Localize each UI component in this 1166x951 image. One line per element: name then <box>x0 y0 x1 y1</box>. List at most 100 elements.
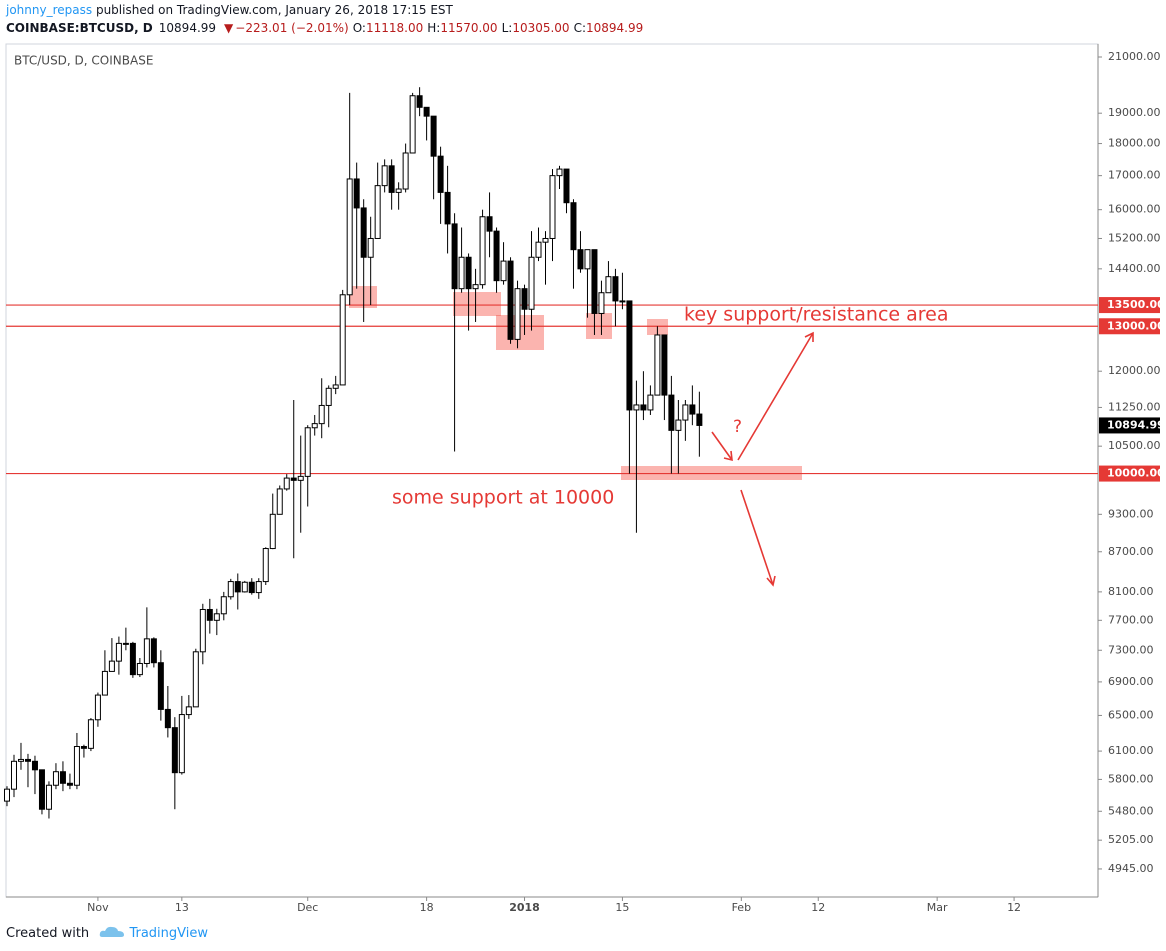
quote-part: C: <box>573 21 586 35</box>
candle-body <box>248 581 255 594</box>
candle-body <box>332 384 339 389</box>
candle-body <box>507 260 514 340</box>
logo <box>100 926 125 937</box>
candle-body <box>395 188 402 193</box>
quote-part: ▼ <box>224 21 234 35</box>
arrow-up <box>737 331 814 461</box>
candle-body <box>381 165 388 187</box>
y-tick-label: 14400.00 <box>1108 262 1161 275</box>
candle-body <box>689 404 696 415</box>
x-tick-label: 12 <box>811 901 825 914</box>
candle-body <box>101 670 108 696</box>
y-tick-label: 6500.00 <box>1108 708 1154 721</box>
price-label: 10000.00 <box>1107 467 1165 480</box>
quote-part: 10894.99 <box>158 21 217 35</box>
candle-body <box>122 642 129 645</box>
candle-body <box>157 662 164 710</box>
x-tick-label: 2018 <box>509 901 540 914</box>
last-price-label: 10894.99 <box>1107 418 1165 431</box>
x-tick-label: 12 <box>1007 901 1021 914</box>
candle-body <box>577 249 584 270</box>
price-label-box <box>1099 465 1160 482</box>
candle-body <box>220 596 227 615</box>
candle-body <box>465 256 472 290</box>
candle-body <box>10 760 17 790</box>
candle-body <box>87 719 94 749</box>
candle-body <box>661 334 668 396</box>
y-tick-label: 7700.00 <box>1108 613 1154 626</box>
arrow-down <box>740 489 776 587</box>
quote-part: 10305.00 <box>512 21 570 35</box>
candle-body <box>227 581 234 598</box>
quote-part: O: <box>352 21 366 35</box>
candle-body <box>206 608 213 621</box>
candle-body <box>185 706 192 716</box>
candle-body <box>108 660 115 672</box>
y-tick-label: 16000.00 <box>1108 203 1161 216</box>
candle-body <box>255 581 262 594</box>
annotation: some support at 10000 <box>392 487 614 509</box>
price-label-box <box>1099 318 1160 335</box>
price-label-box <box>1099 297 1160 314</box>
candle-body <box>416 95 423 108</box>
candle-body <box>563 168 570 204</box>
candle-body <box>192 651 199 708</box>
x-tick-label: 18 <box>420 901 434 914</box>
candle-body <box>479 216 486 286</box>
author[interactable]: johnny_repass <box>6 3 93 17</box>
quote-part: 11570.00 <box>440 21 498 35</box>
chart-title: BTC/USD, D, COINBASE <box>14 54 153 68</box>
candle-body <box>549 175 556 239</box>
candle-body <box>605 276 612 294</box>
quote-part: L: <box>501 21 513 35</box>
published: published on TradingView.com, January 26… <box>95 3 453 17</box>
y-tick-label: 17000.00 <box>1108 169 1161 182</box>
candle-body <box>486 216 493 232</box>
x-tick-label: 15 <box>615 901 629 914</box>
x-tick-label: Nov <box>87 901 109 914</box>
candle-body <box>325 387 332 406</box>
candle-body <box>402 152 409 190</box>
brand[interactable]: TradingView <box>129 926 208 941</box>
candle-body <box>542 237 549 243</box>
candle-body <box>290 477 297 481</box>
y-tick-label: 6900.00 <box>1108 675 1154 688</box>
candle-body <box>458 256 465 290</box>
candle-body <box>3 788 10 802</box>
candle-body <box>73 746 80 786</box>
candle-body <box>339 294 346 386</box>
candle-body <box>59 771 66 784</box>
candle-body <box>52 771 59 786</box>
candle-body <box>444 191 451 225</box>
y-tick-label: 6100.00 <box>1108 744 1154 757</box>
candle-body <box>647 394 654 411</box>
chart: key support/resistance area some support… <box>3 43 1165 914</box>
candle-body <box>675 419 682 431</box>
candle-body <box>584 249 591 270</box>
x-tick-label: Mar <box>927 901 948 914</box>
candle-body <box>171 727 178 774</box>
candle-body <box>472 284 479 290</box>
candle-body <box>115 642 122 662</box>
candle-body <box>598 292 605 314</box>
candle-body <box>318 404 325 425</box>
price-label: 13500.00 <box>1107 298 1165 311</box>
candle-body <box>682 404 689 421</box>
y-tick-label: 19000.00 <box>1108 106 1161 119</box>
quote-line: COINBASE:BTCUSD, D 10894.99 ▼ −223.01 (−2.0… <box>6 21 643 35</box>
candle-body <box>178 714 185 774</box>
candle-body <box>437 155 444 193</box>
last-price-box <box>1099 417 1160 434</box>
candle-body <box>360 207 367 258</box>
candle-body <box>514 288 521 340</box>
candle-body <box>570 202 577 251</box>
candle-body <box>528 256 535 310</box>
annotation: ? <box>733 417 742 437</box>
candle-body <box>80 746 87 749</box>
candle-body <box>38 769 45 810</box>
candle-body <box>213 613 220 621</box>
candle-body <box>234 581 241 593</box>
candle-body <box>451 223 458 290</box>
candle-body <box>241 581 248 593</box>
quote-part: H: <box>427 21 441 35</box>
